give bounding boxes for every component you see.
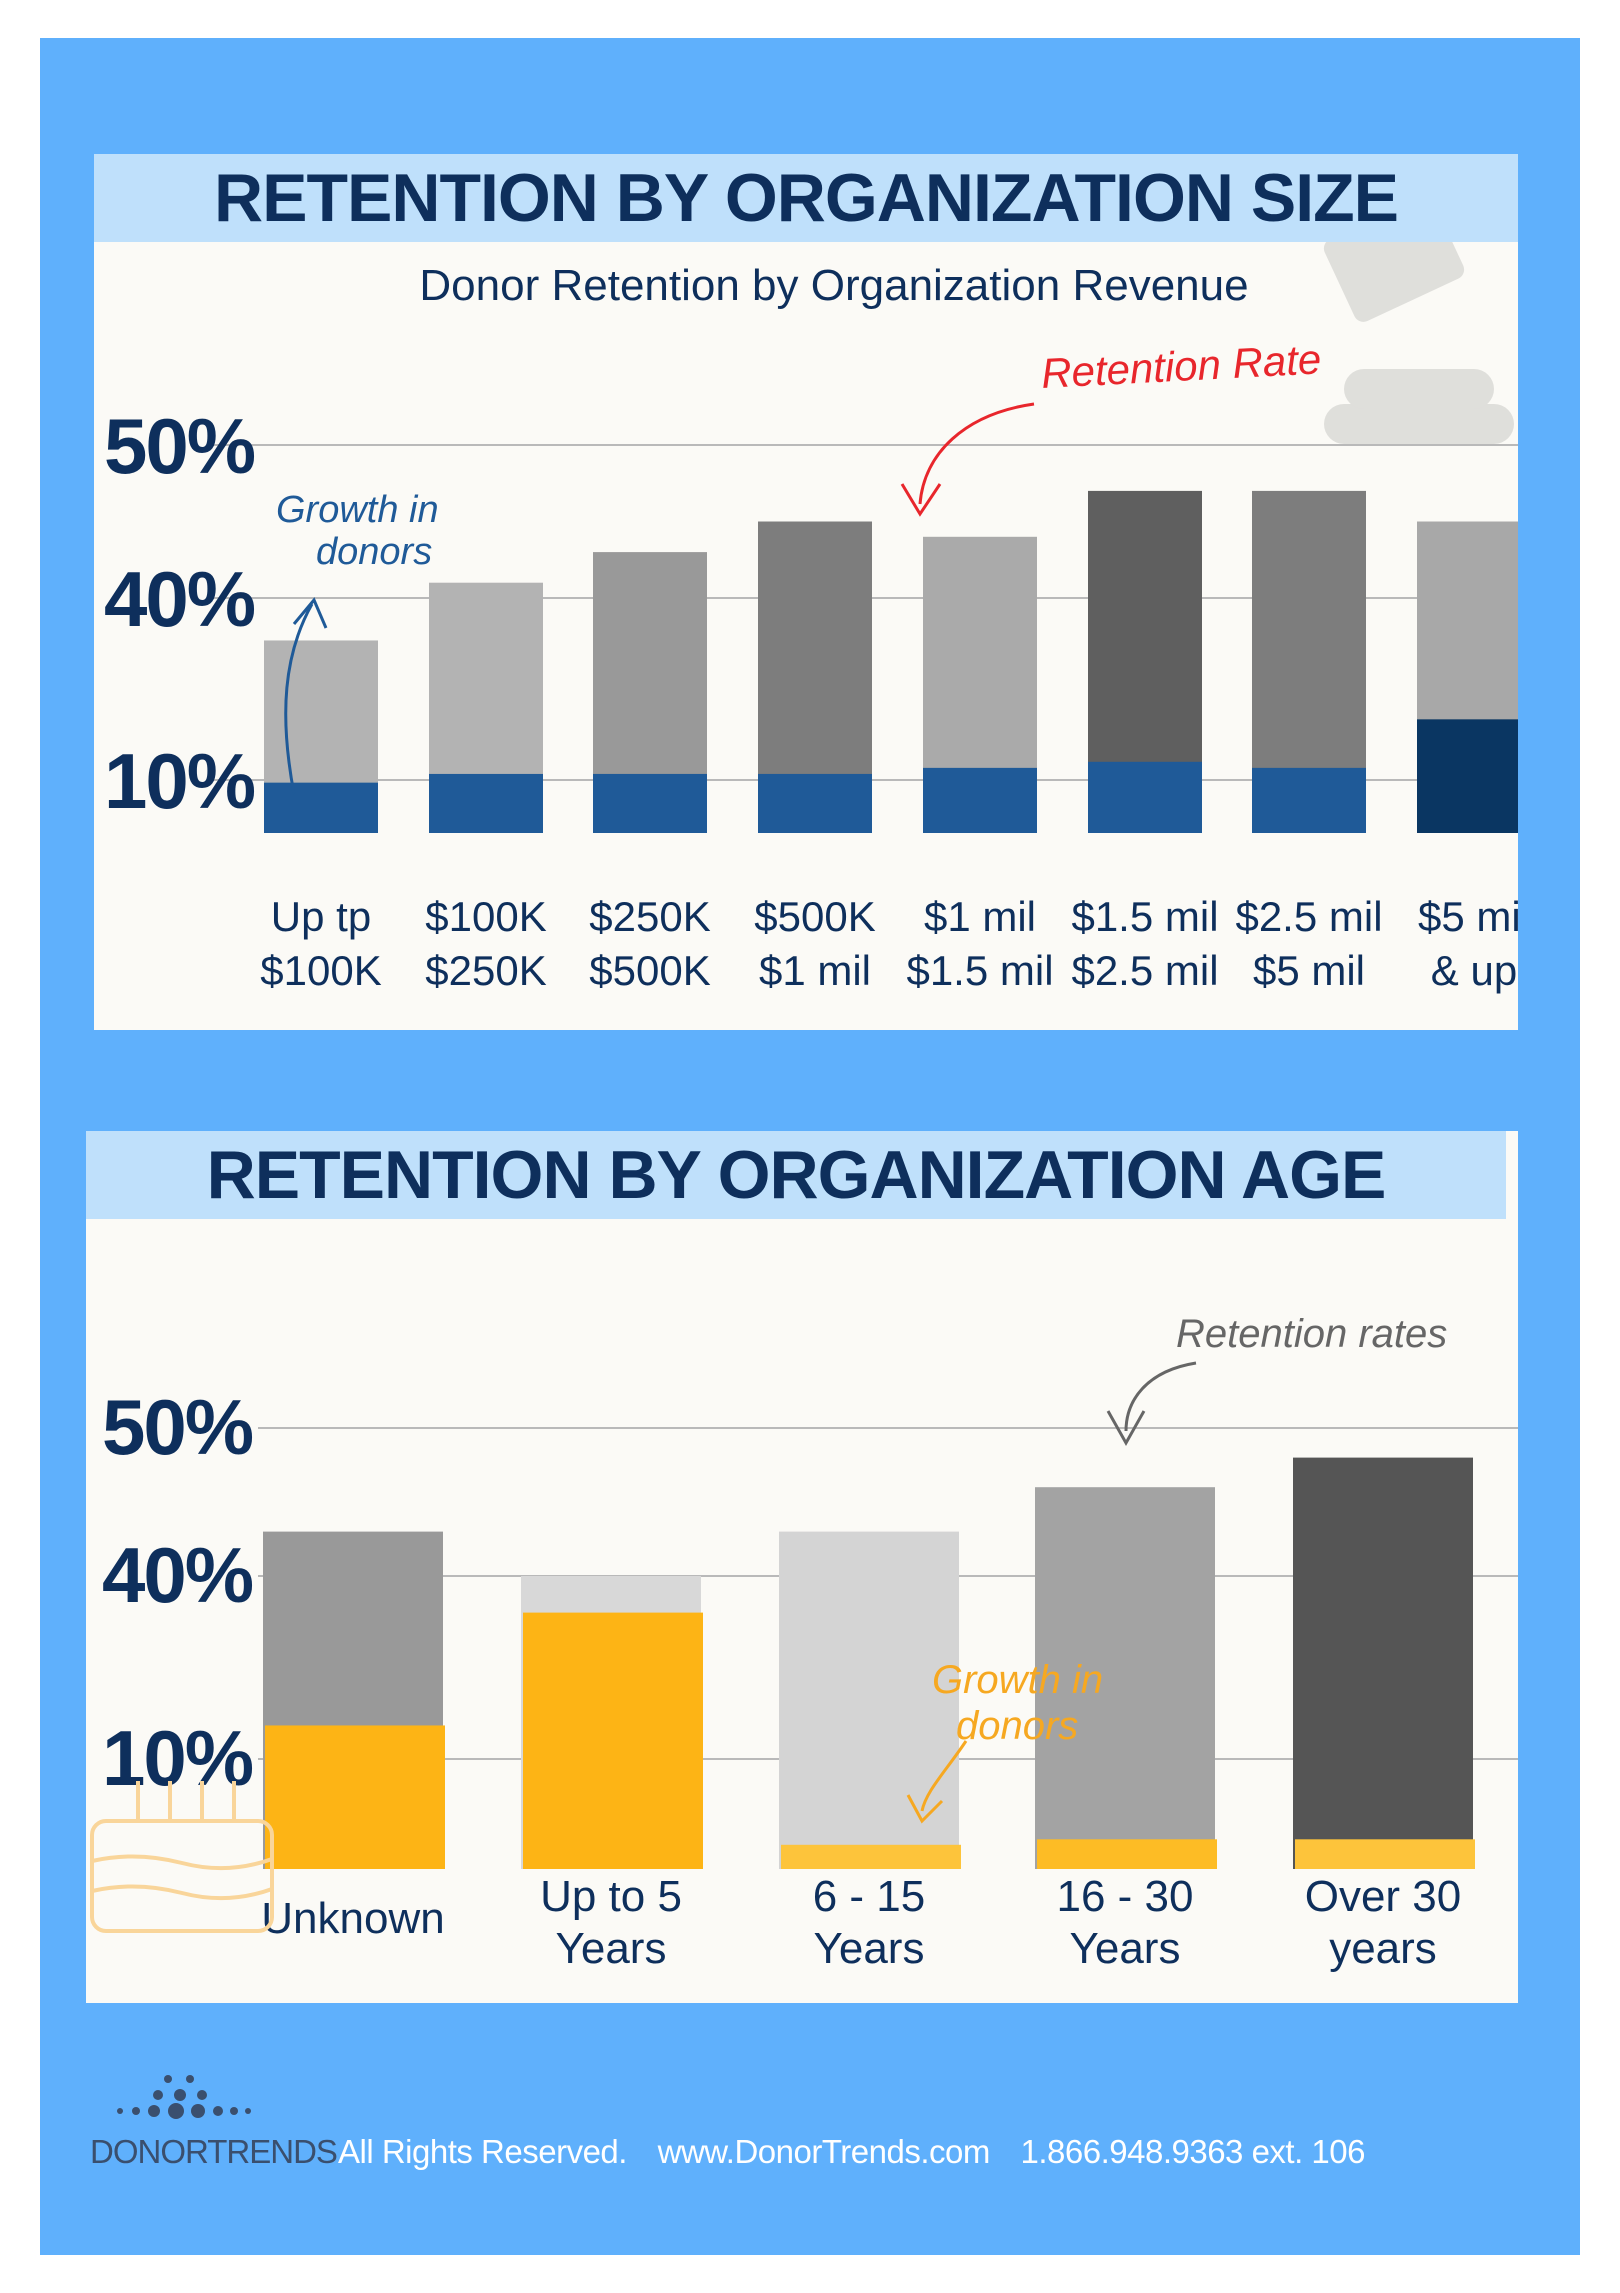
age-panel-title: RETENTION BY ORGANIZATION AGE [86, 1131, 1506, 1219]
footer: All Rights Reserved. www.DonorTrends.com… [338, 2133, 1387, 2171]
retention-rates-arrowhead [1106, 1410, 1146, 1447]
category-label: $5 mil [1418, 893, 1518, 940]
category-label: $250K [589, 893, 710, 940]
category-label: $2.5 mil [1071, 947, 1218, 994]
category-label: 6 - 15 [813, 1872, 926, 1921]
growth-age-arrow [920, 1740, 968, 1812]
retention-rates-annotation: Retention rates [1176, 1312, 1447, 1356]
growth-bar [265, 1725, 445, 1869]
retention-rate-arrow [918, 402, 1035, 505]
growth-bar [1295, 1839, 1475, 1869]
category-label: Years [1070, 1924, 1181, 1973]
growth-bar [593, 773, 707, 833]
birthday-cake-icon [90, 1781, 274, 1933]
growth-bar [923, 767, 1037, 833]
growth-bar [264, 782, 378, 833]
category-label: Unknown [261, 1894, 444, 1943]
y-tick-label: 50% [104, 402, 255, 490]
category-label: $5 mil [1253, 947, 1365, 994]
size-panel-title: RETENTION BY ORGANIZATION SIZE [94, 154, 1518, 242]
growth-age-arrowhead [906, 1794, 944, 1824]
category-label: $1.5 mil [1071, 893, 1218, 940]
growth-arrowhead [292, 597, 328, 629]
category-label: Up to 5 [540, 1872, 682, 1921]
retention-rate-arrowhead [900, 483, 942, 517]
category-label: Over 30 [1305, 1872, 1462, 1921]
size-chart: 50% 40% 10% Donor Retention by Organization… [104, 196, 1518, 994]
retention-bar [1293, 1457, 1473, 1869]
growth-arrow [284, 603, 314, 795]
category-label: $500K [754, 893, 875, 940]
chart-title: Donor Retention by Organization Revenue [419, 261, 1248, 310]
category-label: $1 mil [759, 947, 871, 994]
y-tick-label: 10% [102, 1714, 253, 1802]
retention-bar [1035, 1487, 1215, 1869]
footer-rights: All Rights Reserved. [338, 2133, 627, 2170]
logo-dots-icon [117, 2075, 251, 2119]
growth-annotation: Growth in [276, 489, 439, 531]
growth-annotation-line2: donors [316, 531, 432, 573]
category-label: $100K [425, 893, 546, 940]
y-tick-label: 40% [102, 1531, 253, 1619]
growth-bar [758, 773, 872, 833]
age-panel: 50% 40% 10% Unknown Up to 5 Years 6 - 15 Years 1… [86, 1131, 1518, 2003]
growth-bar [523, 1612, 703, 1869]
category-label: Years [814, 1924, 925, 1973]
growth-bar [781, 1844, 961, 1869]
category-label: $500K [589, 947, 710, 994]
y-tick-label: 10% [104, 737, 255, 825]
retention-rate-annotation: Retention Rate [1040, 335, 1322, 397]
logo-text: DONORTRENDS [90, 2133, 338, 2170]
category-label: Years [556, 1924, 667, 1973]
retention-rates-arrow [1124, 1361, 1197, 1432]
category-label: Up tp [271, 893, 371, 940]
growth-bar [1252, 767, 1366, 833]
y-tick-label: 40% [104, 555, 255, 643]
growth-bar [1417, 719, 1518, 833]
donortrends-logo: DONORTRENDS [90, 2055, 338, 2185]
growth-age-annotation: Growth in [932, 1658, 1103, 1702]
category-label: $1.5 mil [906, 947, 1053, 994]
category-label: $100K [260, 947, 381, 994]
footer-website[interactable]: www.DonorTrends.com [657, 2133, 991, 2170]
category-label: years [1329, 1924, 1437, 1973]
category-label: 16 - 30 [1057, 1872, 1194, 1921]
category-label: $250K [425, 947, 546, 994]
size-panel: 50% 40% 10% Donor Retention by Organization… [94, 154, 1518, 1030]
category-label: $1 mil [924, 893, 1036, 940]
growth-bar [1088, 761, 1202, 833]
page-frame: 50% 40% 10% Donor Retention by Organization… [40, 38, 1580, 2255]
footer-phone: 1.866.948.9363 ext. 106 [1020, 2133, 1366, 2170]
category-label: & up [1431, 947, 1517, 994]
category-label: $2.5 mil [1235, 893, 1382, 940]
y-tick-label: 50% [102, 1383, 253, 1471]
growth-bar [429, 773, 543, 833]
growth-bar [1037, 1839, 1217, 1869]
growth-age-annotation-line2: donors [956, 1704, 1078, 1748]
